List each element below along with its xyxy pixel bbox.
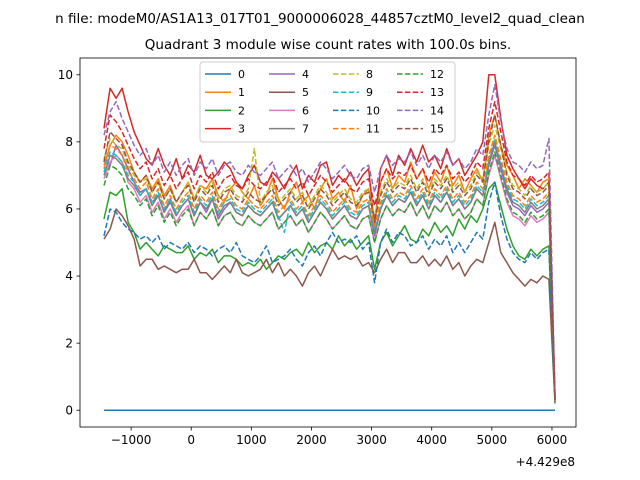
legend-label-15: 15 [430,123,444,136]
x-tick-label: −1000 [111,433,152,447]
x-tick-label: 5000 [477,433,508,447]
legend-label-0: 0 [238,68,245,81]
x-tick-label: 6000 [537,433,568,447]
y-tick-label: 8 [65,135,73,149]
legend-label-12: 12 [430,68,444,81]
y-tick-label: 2 [65,336,73,350]
figure-suptitle: n file: modeM0/AS1A13_017T01_9000006028_… [55,11,585,27]
legend-label-6: 6 [302,104,309,117]
x-tick-label: 0 [187,433,195,447]
series-line-9 [103,137,556,401]
series-line-14 [103,84,556,397]
legend-label-5: 5 [302,86,309,99]
legend-label-3: 3 [238,123,245,136]
legend-label-1: 1 [238,86,245,99]
x-tick-label: 1000 [236,433,267,447]
y-tick-label: 10 [58,68,73,82]
legend-label-13: 13 [430,86,444,99]
x-tick-label: 4000 [416,433,447,447]
series-line-12 [103,151,556,401]
y-tick-label: 4 [65,269,73,283]
legend-label-9: 9 [366,86,373,99]
legend-label-2: 2 [238,104,245,117]
y-tick-label: 0 [65,403,73,417]
legend-label-11: 11 [366,123,380,136]
series-line-5 [103,208,556,404]
series-line-2 [103,181,556,401]
x-offset-text: +4.429e8 [516,455,575,469]
x-tick-label: 3000 [356,433,387,447]
legend-label-10: 10 [366,104,380,117]
y-tick-label: 6 [65,202,73,216]
x-tick-label: 2000 [296,433,327,447]
legend-label-14: 14 [430,104,444,117]
chart-title: Quadrant 3 module wise count rates with … [145,37,511,53]
series-line-11 [103,134,556,401]
legend-label-7: 7 [302,123,309,136]
legend-label-8: 8 [366,68,373,81]
axes-frame [79,57,577,428]
legend-box [199,61,456,143]
series-line-15 [103,114,556,401]
series-line-7 [103,141,556,401]
series-line-13 [103,100,556,397]
legend-label-4: 4 [302,68,309,81]
series-line-10 [103,181,556,401]
